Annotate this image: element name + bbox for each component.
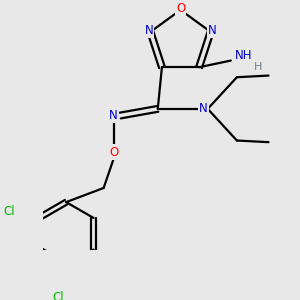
Text: H: H (254, 62, 262, 72)
Text: N: N (144, 24, 153, 37)
Text: O: O (109, 146, 118, 159)
Text: O: O (176, 2, 185, 15)
Text: N: N (109, 109, 118, 122)
Text: N: N (199, 102, 208, 116)
Text: NH: NH (235, 49, 252, 62)
Text: N: N (208, 24, 217, 37)
Text: Cl: Cl (4, 205, 15, 218)
Text: Cl: Cl (52, 291, 64, 300)
